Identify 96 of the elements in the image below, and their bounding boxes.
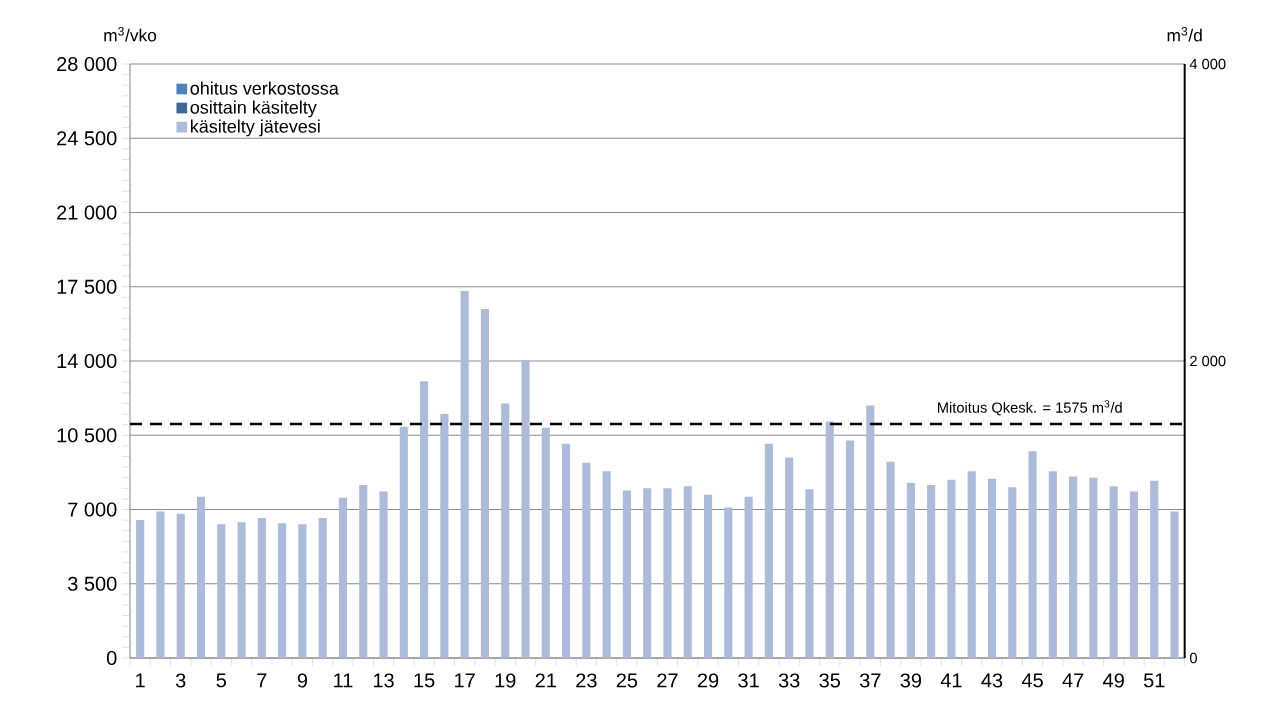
y-tick-label: 17 500 xyxy=(57,279,117,294)
bar xyxy=(1028,451,1037,658)
y-tick-label: 24 500 xyxy=(57,131,117,146)
bar xyxy=(338,497,348,658)
bar xyxy=(825,421,834,658)
bar xyxy=(196,496,206,658)
y-tick-label: 10 500 xyxy=(57,428,117,443)
x-tick-label: 41 xyxy=(940,673,962,688)
x-tick-label: 21 xyxy=(535,673,556,688)
y-tick-label: 21 000 xyxy=(57,205,117,220)
y-tick-label: 28 000 xyxy=(57,56,117,72)
bar xyxy=(845,440,855,658)
x-tick-label: 33 xyxy=(778,673,800,688)
bar xyxy=(602,471,611,658)
x-tick-label: 9 xyxy=(297,673,307,688)
bar xyxy=(724,507,733,658)
bar xyxy=(1150,480,1159,658)
y-tick-label: 0 xyxy=(106,650,117,666)
x-tick-label: 35 xyxy=(819,673,841,688)
bar xyxy=(663,488,672,658)
bar xyxy=(359,485,368,658)
x-tick-label: 39 xyxy=(900,673,922,688)
y2-tick-label: 2 000 xyxy=(1190,355,1226,367)
bar xyxy=(521,359,530,658)
bar xyxy=(480,309,489,658)
legend-label: osittain käsitelty xyxy=(190,100,317,118)
x-tick-label: 47 xyxy=(1062,673,1084,688)
x-tick-label: 7 xyxy=(257,673,267,688)
bar xyxy=(217,524,226,658)
x-tick-label: 19 xyxy=(495,673,516,688)
x-tick-label: 13 xyxy=(373,673,394,688)
y-tick-label: 14 000 xyxy=(57,353,117,369)
x-tick-label: 27 xyxy=(657,673,678,688)
bar xyxy=(501,403,510,658)
bar xyxy=(237,522,246,658)
bar xyxy=(176,513,185,658)
bar xyxy=(1089,477,1098,658)
bar xyxy=(1008,487,1017,658)
y-axis-title: m$^{3}$/vko xyxy=(104,27,157,42)
bar xyxy=(136,520,145,658)
bar xyxy=(947,479,956,658)
bar xyxy=(562,443,571,658)
y-tick-label: 7 000 xyxy=(68,502,117,517)
x-tick-label: 29 xyxy=(697,673,719,688)
bar xyxy=(440,414,449,658)
x-tick-label: 15 xyxy=(414,673,435,688)
x-tick-label: 1 xyxy=(136,673,145,688)
bar xyxy=(582,462,591,658)
bar xyxy=(927,485,936,658)
bar xyxy=(278,523,287,658)
bar xyxy=(906,482,915,658)
bar xyxy=(967,471,976,658)
bar xyxy=(1048,471,1057,658)
bar xyxy=(379,491,388,658)
ref-line-label: Mitoitus Qkesk. = 1575 m$^{3}$/d xyxy=(938,400,1122,416)
bar xyxy=(1069,476,1078,658)
y-tick-label: 3 500 xyxy=(68,576,117,591)
x-tick-label: 43 xyxy=(981,673,1003,688)
bar xyxy=(1129,491,1139,658)
x-tick-label: 11 xyxy=(334,673,353,688)
x-tick-label: 25 xyxy=(616,673,638,688)
bar xyxy=(420,381,429,658)
x-tick-label: 51 xyxy=(1143,673,1165,688)
bar xyxy=(886,461,895,658)
x-tick-label: 37 xyxy=(859,673,881,688)
bar xyxy=(987,478,997,658)
bar xyxy=(399,426,408,658)
x-tick-label: 45 xyxy=(1021,673,1043,688)
bar xyxy=(805,489,814,658)
bar xyxy=(643,488,652,658)
bar xyxy=(622,490,631,658)
x-tick-label: 31 xyxy=(738,673,759,688)
bar xyxy=(298,524,307,658)
bar xyxy=(257,517,266,658)
legend-label: käsitelty jätevesi xyxy=(191,119,320,137)
x-tick-label: 23 xyxy=(576,673,597,688)
bar xyxy=(764,443,773,658)
y2-tick-label: 4 000 xyxy=(1189,58,1226,70)
x-tick-label: 5 xyxy=(216,673,226,688)
bar xyxy=(541,427,550,658)
bar xyxy=(683,486,692,658)
x-tick-label: 17 xyxy=(455,673,475,688)
bar xyxy=(1109,486,1118,658)
x-tick-label: 49 xyxy=(1103,673,1124,688)
y2-axis-title: m$^{3}$/d xyxy=(1167,27,1202,42)
bar xyxy=(703,494,713,658)
bar xyxy=(156,511,165,658)
bar xyxy=(866,405,875,658)
bar xyxy=(460,290,469,658)
bar xyxy=(1170,511,1179,658)
bar xyxy=(744,496,753,658)
bar xyxy=(785,457,794,658)
x-tick-label: 3 xyxy=(175,673,186,688)
legend-label: ohitus verkostossa xyxy=(190,81,339,95)
y2-tick-label: 0 xyxy=(1189,652,1197,664)
bar xyxy=(318,517,327,658)
